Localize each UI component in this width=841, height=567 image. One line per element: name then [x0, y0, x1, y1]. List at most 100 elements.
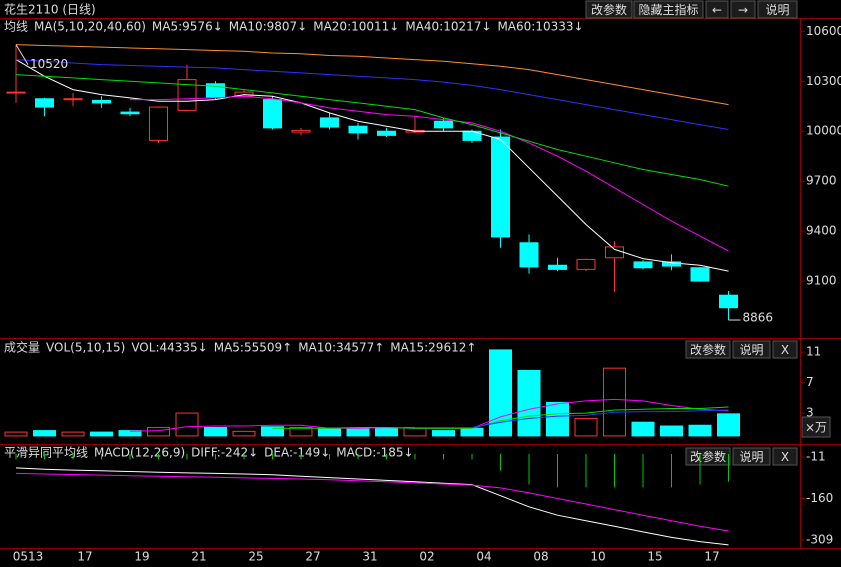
button[interactable]: → — [730, 0, 756, 19]
volume-bar — [289, 427, 313, 437]
button-frame — [757, 0, 798, 19]
y-tick-label: 9100 — [806, 274, 837, 288]
candle-body — [320, 117, 339, 128]
y-tick-label: 11 — [806, 345, 821, 359]
button-frame — [633, 0, 704, 19]
indicator-label: MA10:34577↑ — [298, 341, 384, 355]
volume-bar — [147, 427, 170, 437]
button-frame — [772, 447, 798, 466]
button[interactable]: 说明 — [732, 447, 771, 466]
volume-bar — [232, 430, 256, 437]
volume-bar — [574, 417, 598, 437]
button[interactable]: ×万 — [801, 416, 831, 438]
volume-bar — [517, 369, 541, 437]
indicator-label: MA20:10011↓ — [313, 20, 399, 34]
x-tick-label: 10 — [590, 550, 605, 564]
indicator-label: VOL(5,10,15) — [46, 341, 125, 355]
indicator-label: 均线 — [4, 20, 28, 34]
volume-bar — [175, 412, 199, 437]
volume-bar — [4, 431, 28, 437]
volume-bar — [375, 427, 398, 437]
candle-body — [92, 99, 111, 104]
volume-bar — [61, 431, 85, 437]
button-label: 隐藏主指标 — [638, 2, 698, 17]
indicator-label: MA40:10217↓ — [405, 20, 491, 34]
candle-body — [519, 242, 539, 268]
indicator-label: VOL:44335↓ — [131, 341, 207, 355]
button[interactable]: 说明 — [757, 0, 798, 19]
indicator-label: MA15:29612↑ — [390, 341, 476, 355]
button-frame — [685, 447, 731, 466]
indicator-line — [15, 467, 729, 546]
indicator-label: 平滑异同平均线 — [4, 446, 88, 460]
candle-body — [120, 111, 140, 115]
candle-body — [177, 79, 197, 111]
button[interactable]: 改参数 — [585, 0, 633, 19]
x-tick-label: 17 — [704, 550, 719, 564]
candle-body — [719, 294, 738, 309]
indicator-line — [130, 95, 729, 252]
volume-bar — [204, 427, 227, 437]
x-tick-label: 27 — [305, 550, 320, 564]
y-tick-label: 9700 — [806, 174, 837, 188]
candle-body — [263, 99, 282, 129]
button[interactable]: 隐藏主指标 — [633, 0, 704, 19]
button-frame — [705, 0, 729, 19]
y-tick-label: -309 — [806, 532, 833, 546]
y-tick-label: 7 — [806, 375, 814, 389]
button[interactable]: X — [772, 340, 798, 359]
indicator-line — [15, 44, 729, 106]
button-frame — [772, 340, 798, 359]
indicator-label: 成交量 — [4, 340, 40, 355]
x-tick-label: 17 — [77, 550, 92, 564]
candle-body — [662, 261, 681, 267]
button[interactable]: ← — [705, 0, 729, 19]
button[interactable]: 改参数 — [685, 340, 731, 359]
button[interactable]: 说明 — [732, 340, 771, 359]
button-frame — [801, 416, 831, 438]
indicator-label: MA5:55509↑ — [214, 341, 292, 355]
y-tick-label: 3 — [806, 406, 814, 420]
volume-bar — [90, 431, 113, 437]
volume-bar — [717, 413, 740, 437]
button-label: → — [738, 3, 748, 17]
y-tick-label: 9400 — [806, 224, 837, 238]
max-annotation: 10520 — [30, 57, 68, 71]
y-tick-label: 10300 — [806, 74, 841, 88]
button-frame — [732, 340, 771, 359]
candle-body — [149, 106, 168, 141]
button-frame — [732, 447, 771, 466]
candle-body — [576, 258, 596, 270]
annotation-leader — [15, 44, 29, 65]
volume-bar — [489, 349, 512, 437]
volume-bar — [318, 427, 341, 437]
candle-body — [690, 267, 710, 282]
indicator-line — [15, 74, 729, 187]
candle-body — [6, 91, 26, 94]
indicator-line — [415, 409, 729, 428]
volume-bar — [261, 426, 284, 437]
x-tick-label: 25 — [248, 550, 263, 564]
x-tick-label: 21 — [191, 550, 206, 564]
y-tick-label: 10600 — [806, 24, 841, 38]
volume-bar — [346, 427, 370, 437]
candle-body — [491, 136, 510, 238]
x-tick-label: 15 — [647, 550, 662, 564]
indicator-label: MA10:9807↓ — [229, 20, 307, 34]
button[interactable]: 改参数 — [685, 447, 731, 466]
candle-body — [63, 98, 83, 101]
x-tick-label: 31 — [362, 550, 377, 564]
button-label: 改参数 — [690, 449, 726, 464]
y-tick-label: -11 — [806, 450, 826, 464]
volume-bar — [33, 430, 56, 437]
button-label: ×万 — [805, 421, 827, 435]
candle-body — [633, 261, 653, 269]
button-frame — [685, 340, 731, 359]
button-label: 改参数 — [591, 2, 627, 17]
button[interactable]: X — [772, 447, 798, 466]
y-tick-label: -160 — [806, 491, 833, 505]
candle-body — [548, 264, 567, 270]
indicator-label: DIFF:-242↓ — [191, 446, 258, 460]
